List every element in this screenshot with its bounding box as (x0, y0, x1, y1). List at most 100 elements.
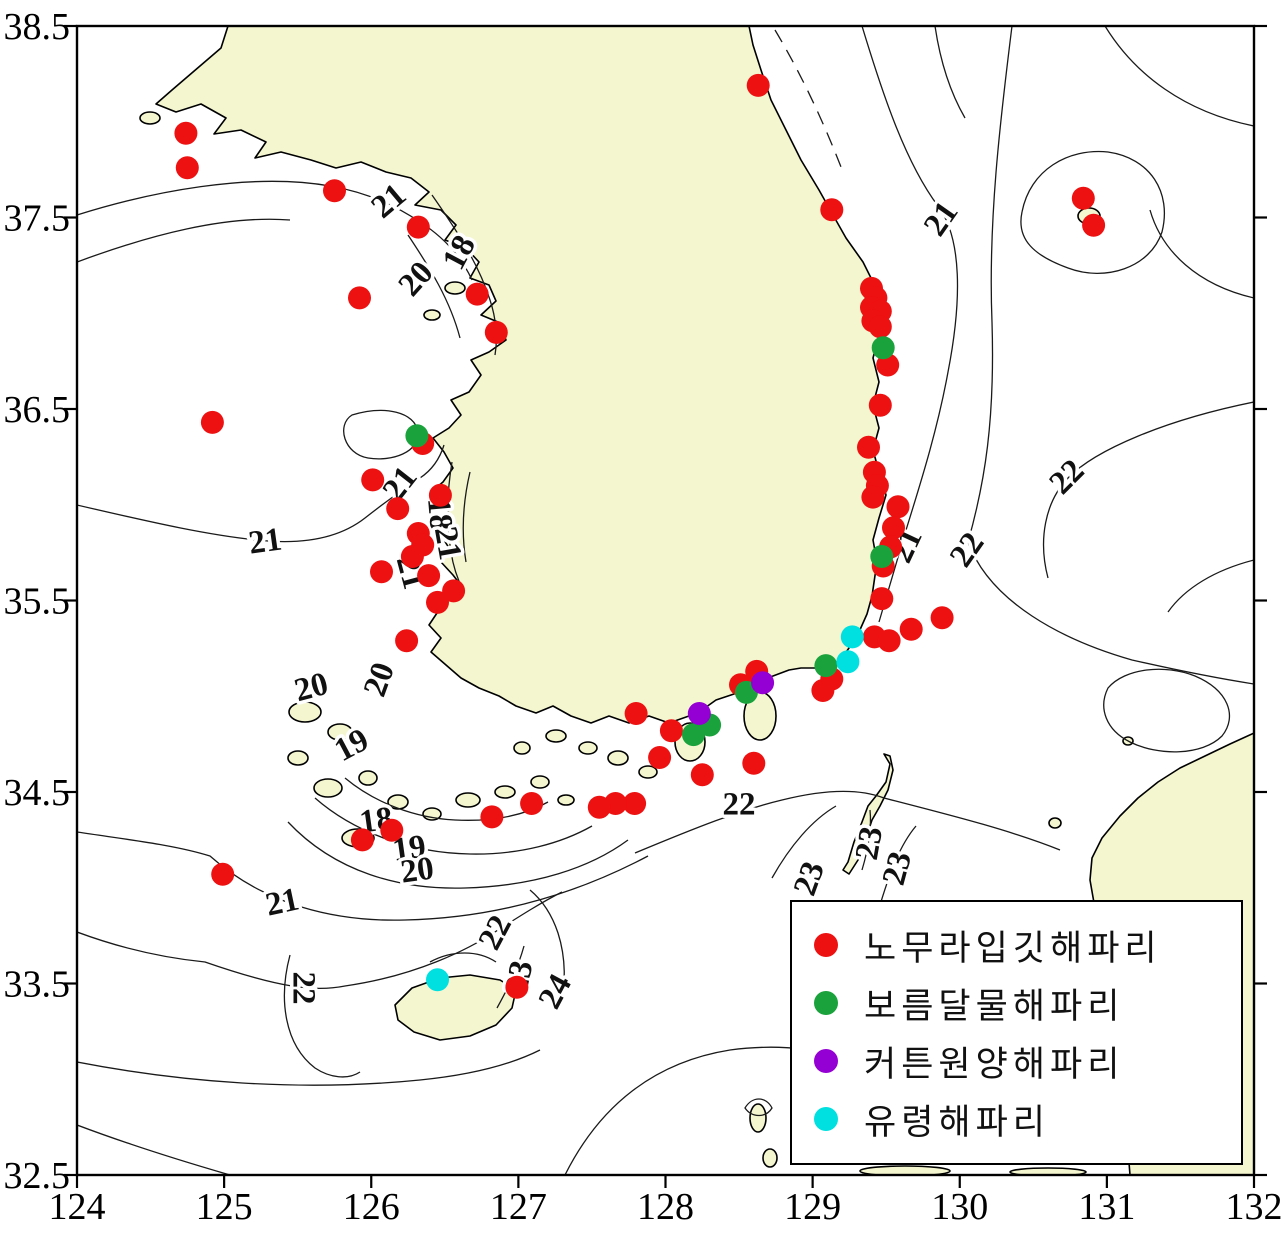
legend: 노무라입깃해파리 보름달물해파리 커튼원양해파리 유령해파리 (790, 900, 1243, 1165)
legend-row-curtain: 커튼원양해파리 (792, 1032, 1241, 1090)
x-tick-label: 128 (637, 1186, 694, 1228)
jellyfish-point-nomura (820, 198, 844, 222)
contour-line (879, 825, 917, 906)
jellyfish-point-nomura (380, 818, 404, 842)
x-tick-label: 130 (931, 1186, 988, 1228)
contour-line (78, 891, 563, 990)
contour-line (344, 777, 549, 821)
y-axis-labels: 38.5 37.5 36.5 35.5 34.5 33.5 32.5 (4, 6, 71, 1197)
contour-line (343, 409, 419, 460)
jellyfish-point-nomura (406, 215, 430, 239)
y-tick-label: 36.5 (4, 389, 71, 431)
jellyfish-point-nomura (1071, 186, 1095, 210)
jellyfish-point-nomura (428, 483, 452, 507)
jellyfish-point-nomura (426, 590, 449, 614)
jellyfish-point-nomura (480, 805, 504, 829)
contour-line (771, 805, 837, 879)
jellyfish-point-nomura (395, 629, 419, 653)
contour-line (78, 831, 649, 921)
jellyfish-point-nomura (623, 792, 647, 815)
jellyfish-point-nomura (624, 702, 648, 725)
jellyfish-point-nomura (899, 617, 923, 641)
jellyfish-point-nomura (861, 485, 885, 509)
contour-line (967, 27, 1253, 685)
jellyfish-point-ghost (836, 650, 860, 674)
jellyfish-point-nomura (442, 579, 466, 603)
y-tick-label: 35.5 (4, 581, 71, 623)
contour-line (744, 1098, 773, 1117)
contour-line (934, 27, 966, 119)
jellyfish-point-nomura (361, 468, 385, 492)
contour-line (78, 444, 445, 543)
contour-line (78, 1049, 541, 1086)
contour-line (1104, 27, 1253, 127)
jellyfish-point-nomura (350, 828, 374, 852)
legend-label-ghost: 유령해파리 (864, 1102, 1051, 1143)
legend-row-nomura: 노무라입깃해파리 (792, 916, 1241, 974)
jellyfish-point-ghost (426, 968, 449, 992)
jellyfish-point-nomura (520, 792, 544, 815)
contour-line (861, 809, 872, 871)
contour-line (1020, 150, 1166, 274)
y-tick-label: 32.5 (4, 1155, 71, 1197)
contour-line (407, 234, 461, 339)
jellyfish-point-curtain (687, 702, 711, 725)
x-axis-labels: 124 125 126 127 128 129 130 131 132 (49, 1186, 1283, 1228)
jellyfish-point-nomura (882, 516, 905, 540)
contour-line (283, 954, 361, 1078)
x-tick-label: 129 (784, 1186, 841, 1228)
jellyfish-point-moon (682, 723, 705, 747)
contour-line-dashed (774, 29, 844, 173)
contour-line (529, 889, 565, 1011)
legend-row-moon: 보름달물해파리 (792, 974, 1241, 1032)
contour-line (78, 218, 291, 263)
contour-line (1103, 668, 1231, 753)
jellyfish-point-nomura (174, 121, 198, 145)
jellyfish-point-nomura (505, 975, 529, 999)
x-tick-label: 131 (1078, 1186, 1135, 1228)
x-tick-label: 124 (49, 1186, 106, 1228)
ghost-dot-icon (814, 1107, 838, 1131)
jellyfish-point-nomura (465, 282, 489, 306)
contour-line (462, 471, 471, 563)
jellyfish-point-nomura (886, 495, 910, 519)
legend-row-ghost: 유령해파리 (792, 1090, 1241, 1148)
x-tick-label: 132 (1226, 1186, 1283, 1228)
jellyfish-point-nomura (690, 763, 714, 787)
contour-line (78, 1124, 229, 1174)
jellyfish-point-nomura (857, 435, 880, 459)
jellyfish-point-moon (870, 545, 894, 568)
jellyfish-point-moon (405, 424, 429, 448)
contour-line (1167, 559, 1253, 613)
axis-ticks (64, 24, 1267, 1188)
curtain-dot-icon (814, 1049, 838, 1073)
contour-line (447, 461, 464, 591)
y-tick-label: 37.5 (4, 198, 71, 240)
contour-value-label: 22 (723, 787, 756, 823)
contour-line (634, 790, 1061, 854)
jellyfish-point-nomura (930, 606, 954, 630)
nomura-dot-icon (814, 933, 838, 957)
moon-dot-icon (814, 991, 838, 1015)
jellyfish-point-nomura (876, 353, 900, 377)
jellyfish-point-nomura (868, 393, 892, 417)
legend-label-moon: 보름달물해파리 (864, 986, 1125, 1027)
jellyfish-point-nomura (175, 156, 199, 180)
jellyfish-point-nomura (742, 751, 766, 775)
jellyfish-point-nomura (1082, 213, 1106, 237)
jellyfish-point-nomura (370, 560, 393, 584)
y-tick-label: 33.5 (4, 964, 71, 1006)
contour-line (314, 797, 593, 855)
contour-line (429, 952, 497, 963)
jellyfish-point-nomura (587, 795, 611, 819)
jellyfish-point-nomura (323, 179, 346, 203)
legend-label-nomura: 노무라입깃해파리 (864, 928, 1162, 969)
jellyfish-point-nomura (211, 862, 235, 886)
jellyfish-point-nomura (386, 497, 410, 521)
jellyfish-point-nomura (870, 587, 894, 611)
contour-value-label: 20 (398, 850, 436, 890)
jellyfish-point-moon (871, 336, 895, 360)
contour-value-label: 22 (285, 972, 321, 1005)
jellyfish-point-nomura (746, 73, 770, 97)
